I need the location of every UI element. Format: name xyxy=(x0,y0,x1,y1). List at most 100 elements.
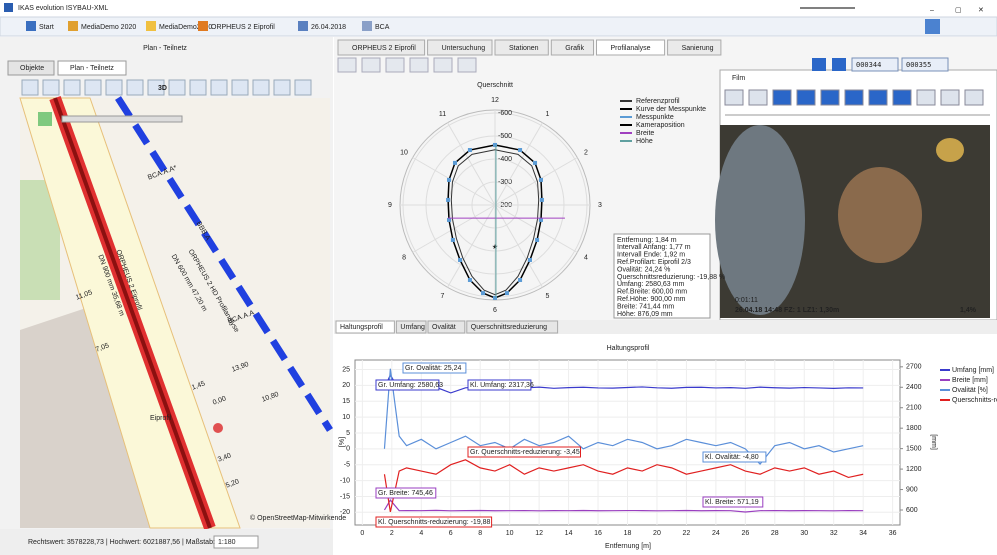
bottom-tab-label[interactable]: Querschnittsreduzierung xyxy=(471,324,547,331)
toolbar-button[interactable] xyxy=(457,57,477,73)
x-tick-label: 0 xyxy=(360,530,364,537)
bottom-tab-label[interactable]: Ovalität xyxy=(432,324,456,331)
tab-icon[interactable] xyxy=(298,21,308,31)
toolbar-button[interactable] xyxy=(337,57,357,73)
film-button[interactable] xyxy=(772,89,792,106)
toolbar-button[interactable] xyxy=(21,79,39,96)
camera-position: ★ xyxy=(492,243,498,251)
toolbar-button[interactable] xyxy=(168,79,186,96)
panel-tab[interactable] xyxy=(57,60,127,76)
tab-icon[interactable] xyxy=(68,21,78,31)
film-button[interactable] xyxy=(916,89,936,106)
bottom-tab-label[interactable]: Haltungsprofil xyxy=(340,324,383,331)
panel-tab-label[interactable]: Plan - Teilnetz xyxy=(70,65,114,72)
toolbar-button[interactable] xyxy=(84,79,102,96)
stop-button[interactable] xyxy=(832,58,846,71)
tab[interactable]: BCA xyxy=(375,24,390,31)
toolbar-label[interactable]: 3D xyxy=(158,85,167,92)
view-tab[interactable] xyxy=(494,39,549,56)
tab-icon[interactable] xyxy=(198,21,208,31)
y-tick-label: 5 xyxy=(346,430,350,437)
tab-icon[interactable] xyxy=(362,21,372,31)
map-pipe xyxy=(115,96,333,432)
toolbar-button[interactable] xyxy=(252,79,270,96)
y2-tick-label: 1200 xyxy=(906,466,922,473)
toolbar-button[interactable] xyxy=(189,79,207,96)
bottom-tab[interactable] xyxy=(466,320,559,334)
toolbar-button[interactable] xyxy=(42,79,60,96)
view-tab[interactable] xyxy=(596,39,666,56)
view-tab-label[interactable]: Untersuchung xyxy=(442,45,486,52)
app-icon xyxy=(4,3,13,12)
minimize[interactable]: – xyxy=(930,7,934,14)
toolbar-button[interactable] xyxy=(147,79,165,96)
play-button[interactable] xyxy=(812,58,826,71)
toolbar-button[interactable] xyxy=(126,79,144,96)
film-button[interactable] xyxy=(844,89,864,106)
series-line xyxy=(383,373,864,394)
film-button[interactable] xyxy=(964,89,984,106)
tab[interactable]: ORPHEUS 2 Eiprofil xyxy=(211,24,275,31)
zoom-slider[interactable] xyxy=(61,115,183,123)
view-tab-label[interactable]: Grafik xyxy=(565,45,584,52)
scale-input[interactable] xyxy=(213,535,259,549)
tab[interactable]: MediaDemo2020 xyxy=(159,24,212,31)
polar-spoke xyxy=(412,204,496,253)
tab[interactable]: Start xyxy=(39,24,54,31)
view-tab[interactable] xyxy=(337,39,426,56)
video-image xyxy=(936,138,964,162)
toolbar-button[interactable] xyxy=(231,79,249,96)
toolbar-button[interactable] xyxy=(63,79,81,96)
view-tab-label[interactable]: Sanierung xyxy=(682,45,714,52)
panel-tab-label[interactable]: Objekte xyxy=(20,65,44,72)
info-line: Intervall Ende: 1,92 m xyxy=(617,252,685,259)
toolbar-button[interactable] xyxy=(409,57,429,73)
legend-label: Ovalität [%] xyxy=(952,387,988,394)
view-tab-label[interactable]: ORPHEUS 2 Eiprofil xyxy=(352,45,416,52)
toolbar-button[interactable] xyxy=(433,57,453,73)
toolbar-button[interactable] xyxy=(105,79,123,96)
bottom-tab[interactable] xyxy=(427,320,466,334)
chart-title: Haltungsprofil xyxy=(607,345,650,352)
film-button[interactable] xyxy=(940,89,960,106)
toolbar-button[interactable] xyxy=(385,57,405,73)
tab[interactable]: MediaDemo 2020 xyxy=(81,24,136,31)
annotation: Kl. Umfang: 2317,36 xyxy=(470,382,534,389)
measure-point xyxy=(467,277,472,282)
tab[interactable]: 26.04.2018 xyxy=(311,24,346,31)
tab-icon[interactable] xyxy=(146,21,156,31)
view-tab[interactable] xyxy=(427,39,493,56)
film-button[interactable] xyxy=(796,89,816,106)
view-tab[interactable] xyxy=(550,39,594,56)
bottom-tab[interactable] xyxy=(335,320,395,334)
series-line xyxy=(383,368,864,465)
map-nav[interactable] xyxy=(38,112,52,126)
series-line xyxy=(383,459,864,513)
view-tab[interactable] xyxy=(667,39,722,56)
measure-point xyxy=(446,197,451,202)
toolbar-button[interactable] xyxy=(273,79,291,96)
bottom-tab-label[interactable]: Umfang xyxy=(400,324,425,331)
film-button[interactable] xyxy=(892,89,912,106)
scale-value[interactable]: 1:180 xyxy=(218,539,236,546)
y-tick-label: 10 xyxy=(342,414,350,421)
film-button[interactable] xyxy=(748,89,768,106)
annotation-box xyxy=(375,379,440,391)
close[interactable]: ✕ xyxy=(978,7,984,14)
toolbar-button[interactable] xyxy=(294,79,312,96)
bottom-tab[interactable] xyxy=(395,320,427,334)
film-button[interactable] xyxy=(820,89,840,106)
counter xyxy=(901,57,949,72)
film-button[interactable] xyxy=(724,89,744,106)
film-button[interactable] xyxy=(868,89,888,106)
panel-tab[interactable] xyxy=(7,60,55,76)
tab-icon[interactable] xyxy=(26,21,36,31)
view-tab-label[interactable]: Profilanalyse xyxy=(611,45,651,52)
maximize[interactable]: ▢ xyxy=(955,7,962,14)
view-tab-label[interactable]: Stationen xyxy=(509,45,539,52)
toolbar-button[interactable] xyxy=(210,79,228,96)
toolbar-button[interactable] xyxy=(925,19,940,34)
info-line: Höhe: 876,09 mm xyxy=(617,311,673,318)
x-tick-label: 12 xyxy=(535,530,543,537)
toolbar-button[interactable] xyxy=(361,57,381,73)
